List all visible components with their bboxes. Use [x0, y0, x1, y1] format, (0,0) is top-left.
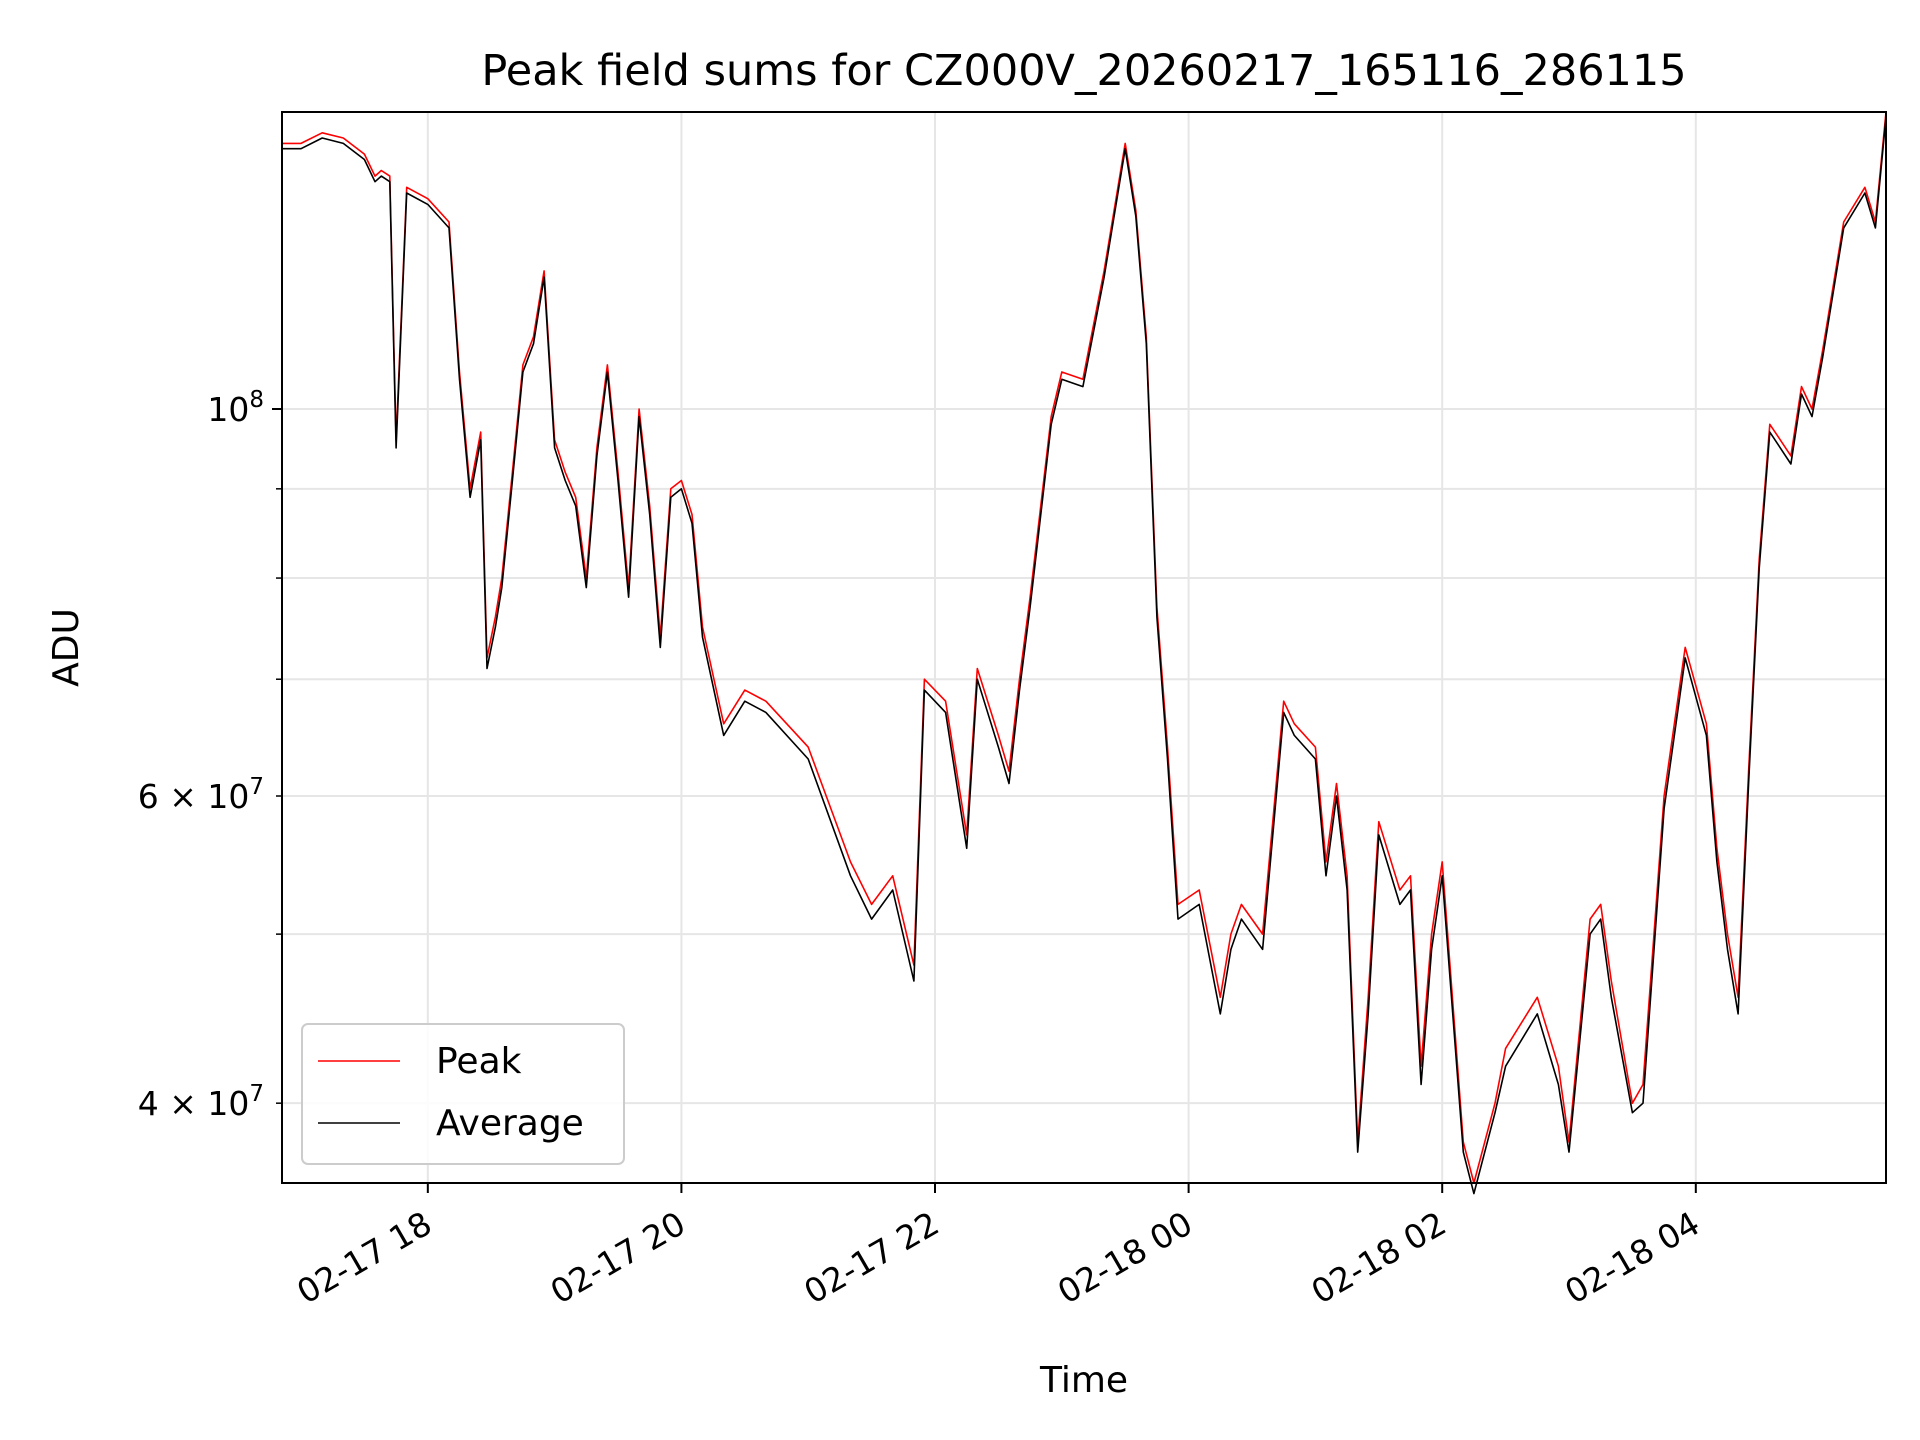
legend-label-average: Average — [436, 1103, 584, 1144]
legend-box — [301, 1023, 625, 1165]
y-tick-label: 4 × 107 — [138, 1081, 264, 1123]
legend: Peak Average — [301, 1023, 625, 1165]
series-layer — [282, 111, 1887, 1195]
series-line-average — [282, 117, 1887, 1195]
y-tick-label: 108 — [207, 387, 264, 429]
legend-label-peak: Peak — [436, 1041, 522, 1082]
grid — [282, 112, 1886, 1183]
x-axis-title: Time — [1039, 1360, 1128, 1401]
plot-frame — [281, 111, 1887, 1184]
y-tick-label: 6 × 107 — [138, 774, 264, 816]
chart-title: Peak field sums for CZ000V_20260217_1651… — [481, 46, 1686, 96]
y-axis-title: ADU — [46, 608, 87, 687]
